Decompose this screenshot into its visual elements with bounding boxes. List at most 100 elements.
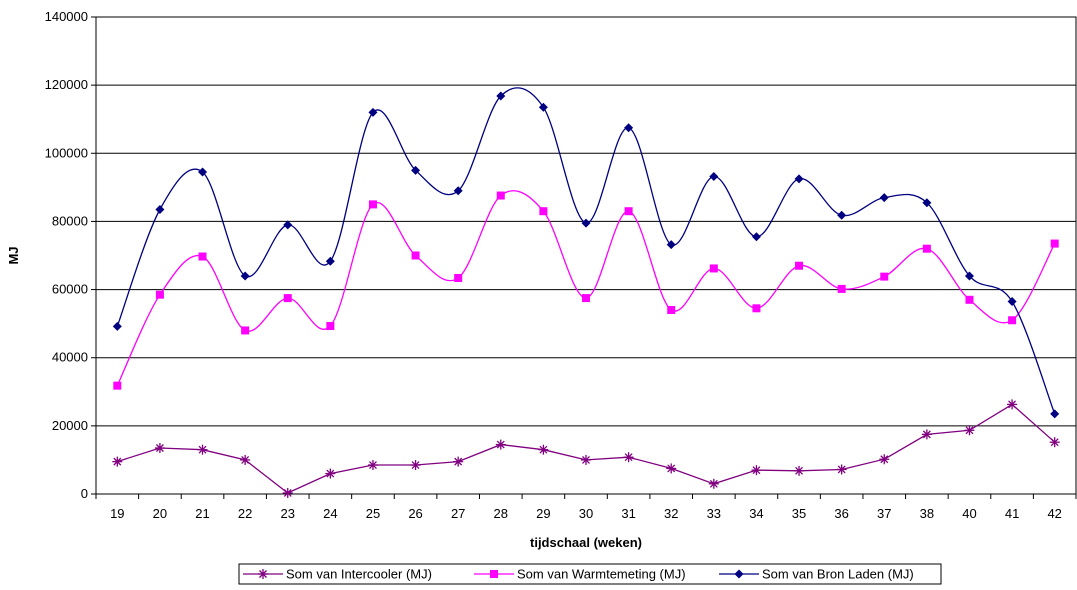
series-som-van-bron-laden-mj (112, 87, 1060, 419)
data-point (325, 468, 336, 479)
data-point (283, 220, 293, 230)
x-tick-label: 36 (834, 506, 848, 521)
gridlines (95, 16, 1077, 495)
legend-label: Som van Intercooler (MJ) (286, 567, 432, 582)
x-tick-label: 34 (749, 506, 763, 521)
data-point (880, 272, 889, 281)
series-layer (112, 87, 1060, 498)
data-point (837, 210, 847, 220)
x-tick-label: 23 (281, 506, 295, 521)
data-point (411, 251, 420, 260)
y-tick-label: 80000 (52, 213, 88, 228)
data-point (411, 165, 421, 175)
legend-label: Som van Warmtemeting (MJ) (517, 567, 686, 582)
data-point (666, 463, 677, 474)
x-tick-label: 22 (238, 506, 252, 521)
data-point (581, 454, 591, 465)
data-point (709, 264, 718, 273)
data-point (538, 444, 549, 455)
data-point (283, 294, 292, 303)
legend: Som van Intercooler (MJ) Som van Warmteme… (238, 563, 942, 585)
data-point (154, 443, 165, 454)
data-point (326, 322, 335, 331)
data-point (751, 232, 761, 242)
x-tick-label: 33 (707, 506, 721, 521)
y-tick-label: 20000 (52, 418, 88, 433)
data-point (155, 290, 164, 299)
series-som-van-warmtemeting-mj (113, 190, 1059, 390)
data-point (837, 284, 846, 293)
series-line (116, 87, 1056, 415)
data-point (240, 271, 250, 281)
x-tick-label: 29 (536, 506, 550, 521)
data-point (1050, 239, 1059, 248)
data-point (112, 321, 122, 331)
data-point (325, 256, 335, 266)
y-tick-label: 60000 (52, 282, 88, 297)
series-line (117, 403, 1056, 494)
x-tick-label: 42 (1047, 506, 1061, 521)
data-point (667, 306, 676, 315)
data-point (453, 456, 464, 467)
data-point (624, 207, 633, 216)
data-point (752, 304, 761, 313)
data-point (282, 487, 293, 498)
data-point (113, 381, 122, 390)
data-point (367, 460, 378, 471)
x-tick-label: 21 (195, 506, 209, 521)
data-point (623, 452, 634, 463)
x-tick-label: 40 (962, 506, 976, 521)
data-point (240, 454, 251, 465)
data-point (795, 261, 804, 270)
x-tick-label: 37 (877, 506, 891, 521)
x-tick-label: 25 (366, 506, 380, 521)
x-tick-label: 28 (494, 506, 508, 521)
legend-marker (258, 569, 268, 579)
data-point (582, 294, 590, 303)
data-point (964, 271, 974, 281)
data-point (751, 465, 762, 476)
x-axis-title: tijdschaal (weken) (530, 535, 642, 550)
x-tick-label: 26 (408, 506, 422, 521)
legend-marker (734, 569, 744, 579)
legend-label: Som van Bron Laden (MJ) (762, 567, 914, 582)
x-tick-label: 35 (792, 506, 806, 521)
data-point (624, 123, 634, 133)
data-point (112, 456, 123, 467)
y-axis-title: MJ (6, 246, 21, 264)
data-point (241, 326, 250, 335)
data-point (453, 186, 463, 196)
y-tick-label: 120000 (45, 77, 88, 92)
x-tick-label: 24 (323, 506, 337, 521)
legend-marker (490, 570, 498, 578)
data-point (708, 478, 719, 489)
data-point (1050, 409, 1060, 419)
data-point (836, 464, 847, 475)
x-tick-label: 20 (153, 506, 167, 521)
data-point (965, 295, 974, 304)
series-som-van-intercooler-mj (112, 399, 1060, 498)
x-tick-label: 19 (110, 506, 124, 521)
x-tick-label: 27 (451, 506, 465, 521)
data-point (495, 439, 506, 450)
axes: 0 20000 40000 60000 80000 100000 120000 140000 1… (45, 9, 1077, 521)
y-tick-label: 100000 (45, 145, 88, 160)
data-point (155, 205, 165, 215)
x-tick-label: 30 (579, 506, 593, 521)
data-point (197, 444, 208, 455)
data-point (1008, 316, 1017, 325)
data-point (922, 244, 931, 253)
data-point (1007, 399, 1018, 410)
data-point (368, 107, 378, 117)
data-point (922, 198, 932, 208)
x-tick-label: 41 (1005, 506, 1019, 521)
data-point (539, 207, 548, 216)
data-point (368, 200, 377, 209)
x-tick-label: 32 (664, 506, 678, 521)
data-point (198, 167, 208, 177)
data-point (410, 460, 421, 471)
data-point (666, 240, 676, 250)
x-tick-label: 38 (920, 506, 934, 521)
